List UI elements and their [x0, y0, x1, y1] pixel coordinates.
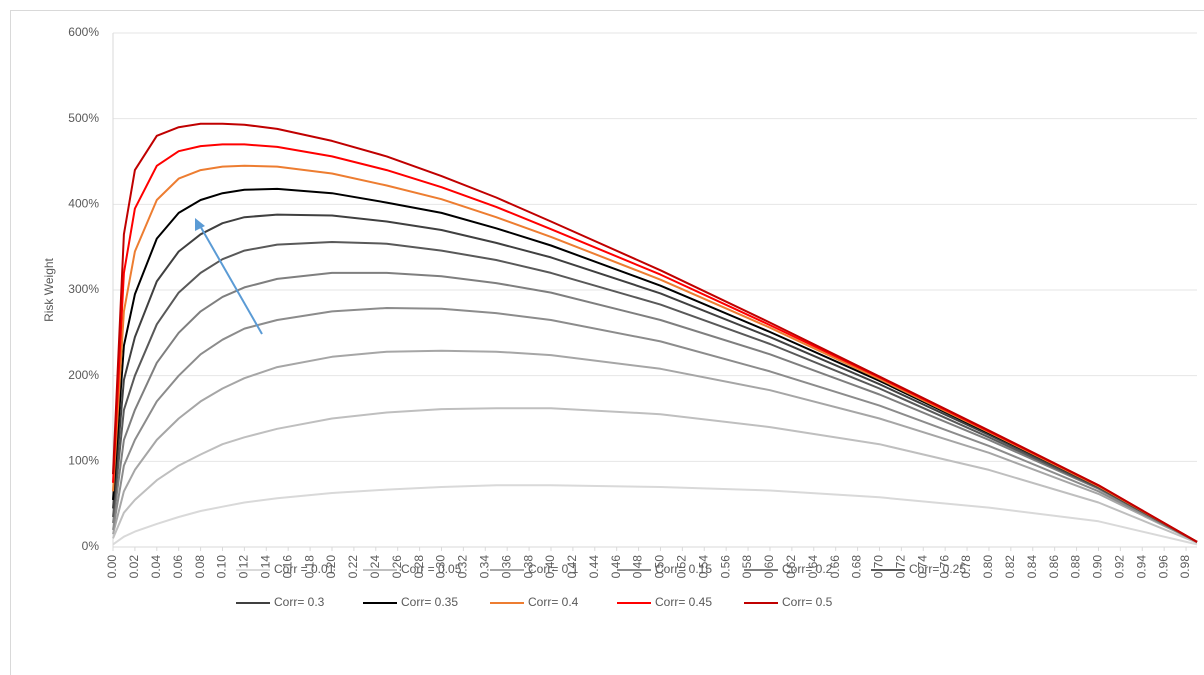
x-tick-label: 0.48 [631, 555, 645, 579]
x-tick-label: 0.52 [675, 555, 689, 579]
x-tick-label: 0.02 [127, 555, 141, 579]
series-line [112, 122, 1198, 543]
x-tick-label: 0.34 [477, 555, 491, 579]
x-tick-label: 0.90 [1091, 555, 1105, 579]
y-tick-label: 100% [68, 454, 99, 468]
x-tick-label: 0.72 [894, 555, 908, 579]
x-tick-label: 0.44 [587, 555, 601, 579]
x-tick-label: 0.14 [258, 555, 272, 579]
legend-label: Corr = 0.05 [401, 562, 462, 576]
x-tick-label: 0.16 [280, 555, 294, 579]
x-tick-label: 0.38 [521, 555, 535, 579]
x-tick-label: 0.88 [1069, 555, 1083, 579]
y-axis-title: Risk Weight [42, 257, 56, 321]
y-tick-label: 0% [82, 539, 100, 553]
x-tick-label: 0.68 [850, 555, 864, 579]
legend-label: Corr= 0.15 [655, 562, 712, 576]
x-tick-label: 0.66 [828, 555, 842, 579]
x-tick-label: 0.22 [346, 555, 360, 579]
x-tick-label: 0.60 [762, 555, 776, 579]
x-tick-label: 0.98 [1178, 555, 1192, 579]
x-tick-label: 0.96 [1156, 555, 1170, 579]
x-tick-label: 0.80 [981, 555, 995, 579]
series-line [112, 271, 1198, 543]
legend-label: Corr= 0.2 [782, 562, 833, 576]
x-tick-label: 0.04 [149, 555, 163, 579]
series-line [112, 164, 1198, 543]
y-tick-label: 600% [68, 25, 99, 39]
legend: Corr = 0.01 Corr = 0.05 Corr= 0.1 Corr= 0.1… [236, 562, 966, 609]
grid: 0% 100% 200% 300% 400% 500% 600% 0.00 0.02 0.04 0.… [68, 25, 1197, 578]
x-tick-label: 0.10 [215, 555, 229, 579]
legend-label: Corr= 0.3 [274, 595, 325, 609]
x-tick-label: 0.64 [806, 555, 820, 579]
x-tick-label: 0.94 [1134, 555, 1148, 579]
x-tick-label: 0.00 [105, 555, 119, 579]
x-tick-label: 0.40 [543, 555, 557, 579]
chart-frame [10, 10, 1204, 675]
x-tick-label: 0.06 [171, 555, 185, 579]
x-tick-label: 0.78 [959, 555, 973, 579]
x-tick-label: 0.62 [784, 555, 798, 579]
y-tick-label: 200% [68, 368, 99, 382]
y-tick-label: 300% [68, 282, 99, 296]
x-tick-label: 0.28 [412, 555, 426, 579]
y-tick-label: 400% [68, 197, 99, 211]
legend-label: Corr= 0.45 [655, 595, 712, 609]
series-line [112, 349, 1198, 543]
x-tick-label: 0.50 [653, 555, 667, 579]
series-line [112, 484, 1198, 546]
x-tick-label: 0.08 [193, 555, 207, 579]
series-line [112, 307, 1198, 543]
x-tick-label: 0.32 [456, 555, 470, 579]
x-tick-label: 0.58 [740, 555, 754, 579]
x-tick-label: 0.70 [872, 555, 886, 579]
x-tick-label: 0.56 [718, 555, 732, 579]
x-tick-label: 0.46 [609, 555, 623, 579]
legend-label: Corr= 0.1 [528, 562, 579, 576]
x-tick-label: 0.76 [937, 555, 951, 579]
x-tick-label: 0.12 [237, 555, 251, 579]
x-tick-label: 0.54 [696, 555, 710, 579]
legend-label: Corr= 0.4 [528, 595, 579, 609]
x-tick-label: 0.36 [499, 555, 513, 579]
legend-label: Corr = 0.01 [274, 562, 335, 576]
y-tick-label: 500% [68, 111, 99, 125]
x-tick-label: 0.42 [565, 555, 579, 579]
x-tick-label: 0.84 [1025, 555, 1039, 579]
series-line [112, 241, 1198, 543]
series-line [112, 187, 1198, 543]
x-tick-label: 0.24 [368, 555, 382, 579]
arrow-head [195, 218, 205, 231]
x-tick-label: 0.20 [324, 555, 338, 579]
legend-label: Corr= 0.5 [782, 595, 833, 609]
x-tick-label: 0.26 [390, 555, 404, 579]
series-line [112, 213, 1198, 543]
x-tick-label: 0.82 [1003, 555, 1017, 579]
x-tick-label: 0.18 [302, 555, 316, 579]
legend-label: Corr= 0.35 [401, 595, 458, 609]
lines [112, 122, 1198, 546]
series-line [112, 143, 1198, 543]
x-tick-label: 0.30 [434, 555, 448, 579]
arrow-shaft [198, 223, 263, 335]
series-line [112, 407, 1198, 544]
x-tick-label: 0.74 [915, 555, 929, 579]
x-tick-label: 0.86 [1047, 555, 1061, 579]
legend-label: Corr= 0.25 [909, 562, 966, 576]
x-tick-label: 0.92 [1113, 555, 1127, 579]
